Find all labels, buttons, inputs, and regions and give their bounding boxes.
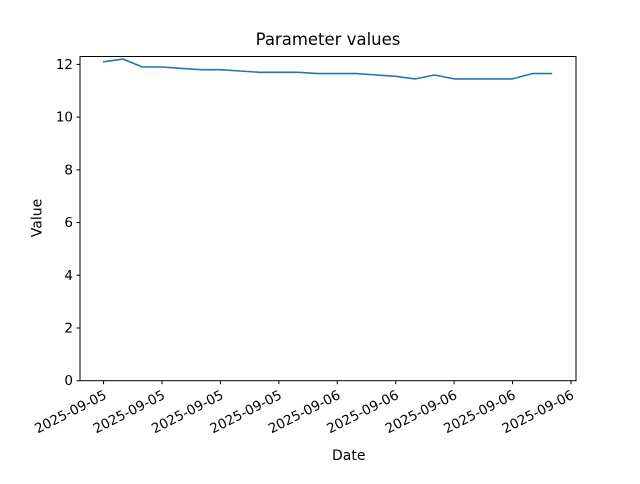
y-tick-label: 2 xyxy=(64,320,73,336)
x-axis-label: Date xyxy=(332,448,366,464)
y-tick-label: 6 xyxy=(64,215,73,231)
chart-title: Parameter values xyxy=(255,30,401,49)
y-tick-label: 4 xyxy=(64,268,73,284)
y-tick-label: 0 xyxy=(64,373,73,389)
data-line xyxy=(102,58,553,80)
plot-border xyxy=(79,56,577,382)
y-tick-label: 12 xyxy=(56,57,73,73)
y-tick-label: 8 xyxy=(64,162,73,178)
y-tick-label: 10 xyxy=(56,110,73,126)
y-axis-label: Value xyxy=(29,198,46,238)
